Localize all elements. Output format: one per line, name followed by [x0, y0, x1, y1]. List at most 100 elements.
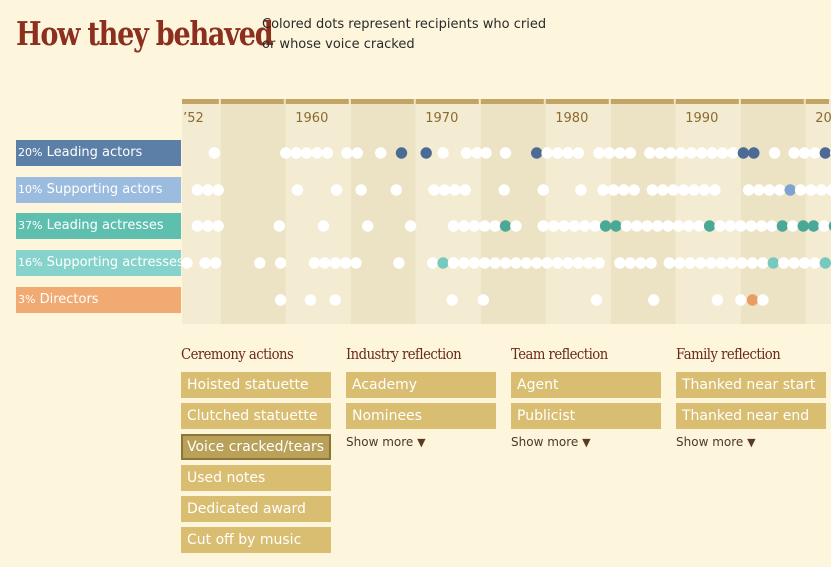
cried-dot: [737, 147, 750, 159]
row-label-supporting-actresses: 16% Supporting actresses: [16, 250, 181, 276]
recipient-dot: [766, 220, 778, 232]
recipient-dot: [551, 257, 564, 269]
decade-band: [350, 99, 416, 324]
x-tick-label: 1990: [685, 111, 718, 126]
filter-group-title: Industry reflection: [346, 345, 462, 363]
filter-button-agent[interactable]: Agent: [511, 372, 661, 398]
row-name: Supporting actors: [42, 182, 163, 197]
recipient-dot: [212, 220, 224, 232]
recipient-dot: [531, 257, 543, 269]
recipient-dot: [499, 147, 512, 159]
decade-bar: [805, 99, 829, 104]
recipient-dot: [705, 257, 717, 269]
recipient-dot: [774, 184, 786, 196]
recipient-dot: [208, 147, 220, 159]
recipient-dot: [273, 220, 285, 232]
recipient-dot: [541, 147, 553, 159]
recipient-dot: [757, 257, 769, 269]
filter-button-dedicated-award[interactable]: Dedicated award: [181, 496, 331, 522]
recipient-dot: [593, 147, 605, 159]
recipient-dot: [447, 220, 460, 232]
x-tick-label: 1980: [555, 111, 588, 126]
row-percent: 20%: [18, 146, 43, 159]
recipient-dot: [447, 257, 460, 269]
recipient-dot: [706, 147, 718, 159]
cried-dot: [828, 221, 831, 231]
cried-dot: [746, 294, 759, 306]
recipient-dot: [624, 147, 636, 159]
filter-button-hoisted-statuette[interactable]: Hoisted statuette: [181, 372, 331, 398]
row-label-supporting-actors: 10% Supporting actors: [16, 177, 181, 203]
recipient-dot: [644, 147, 656, 159]
recipient-dot: [477, 294, 490, 306]
row-label-leading-actors: 20% Leading actors: [16, 140, 181, 166]
recipient-dot: [763, 184, 776, 196]
caret-down-icon: ▼: [417, 436, 426, 449]
recipient-dot: [199, 257, 211, 269]
decade-band: [285, 99, 351, 324]
show-more-link[interactable]: Show more ▼: [346, 435, 496, 449]
recipient-dot: [274, 294, 287, 306]
recipient-dot: [541, 257, 553, 269]
filter-group-team-reflection: Team reflection Agent Publicist Show more ▼: [511, 345, 661, 449]
recipient-dot: [568, 220, 581, 232]
recipient-dot: [202, 184, 214, 196]
filter-button-thanked-near-start[interactable]: Thanked near start: [676, 372, 826, 398]
row-percent: 16%: [18, 256, 43, 269]
recipient-dot: [339, 257, 352, 269]
recipient-dot: [727, 147, 739, 159]
recipient-dot: [520, 257, 532, 269]
recipient-dot: [809, 257, 821, 269]
row-label-directors: 3% Directors: [16, 287, 181, 313]
filter-button-thanked-near-end[interactable]: Thanked near end: [676, 403, 826, 429]
recipient-dot: [745, 220, 757, 232]
recipient-dot: [696, 147, 708, 159]
recipient-dot: [362, 220, 374, 232]
recipient-dot: [742, 184, 755, 196]
recipient-dot: [688, 184, 700, 196]
recipient-dot: [711, 294, 724, 306]
show-more-link[interactable]: Show more ▼: [676, 435, 826, 449]
decade-bar: [350, 99, 414, 104]
recipient-dot: [551, 147, 564, 159]
decade-band: [545, 99, 611, 324]
recipient-dot: [698, 184, 711, 196]
filter-button-used-notes[interactable]: Used notes: [181, 465, 331, 491]
recipient-dot: [572, 257, 584, 269]
recipient-dot: [562, 257, 574, 269]
filter-group-industry-reflection: Industry reflection Academy Nominees Show m…: [346, 345, 496, 449]
page-subtitle: Colored dots represent recipients who cr…: [262, 17, 547, 52]
show-more-link[interactable]: Show more ▼: [511, 435, 661, 449]
x-tick-label: ’52: [183, 111, 204, 126]
recipient-dot: [589, 220, 601, 232]
filter-button-academy[interactable]: Academy: [346, 372, 496, 398]
recipient-dot: [321, 147, 334, 159]
recipient-dot: [393, 257, 405, 269]
recipient-dot: [498, 184, 510, 196]
recipient-dot: [794, 184, 807, 196]
recipient-dot: [291, 184, 304, 196]
filter-button-publicist[interactable]: Publicist: [511, 403, 661, 429]
recipient-dot: [572, 147, 584, 159]
recipient-dot: [480, 147, 492, 159]
filter-button-clutched-statuette[interactable]: Clutched statuette: [181, 403, 331, 429]
recipient-dot: [427, 257, 439, 269]
decade-band: [415, 99, 481, 324]
recipient-dot: [341, 147, 353, 159]
decade-bar: [182, 99, 219, 104]
recipient-dot: [212, 184, 224, 196]
decade-bar: [415, 99, 479, 104]
row-name: Directors: [35, 292, 99, 307]
recipient-dot: [746, 257, 759, 269]
row-percent: 37%: [18, 219, 43, 232]
filter-button-cut-off-by-music[interactable]: Cut off by music: [181, 527, 331, 553]
filter-button-voice-cracked-tears[interactable]: Voice cracked/tears: [181, 434, 331, 460]
recipient-dot: [614, 257, 626, 269]
cried-dot: [420, 147, 432, 159]
filter-button-nominees[interactable]: Nominees: [346, 403, 496, 429]
recipient-dot: [390, 184, 402, 196]
decade-bar: [480, 99, 544, 104]
recipient-dot: [757, 294, 769, 306]
recipient-dot: [628, 184, 640, 196]
recipient-dot: [499, 257, 512, 269]
